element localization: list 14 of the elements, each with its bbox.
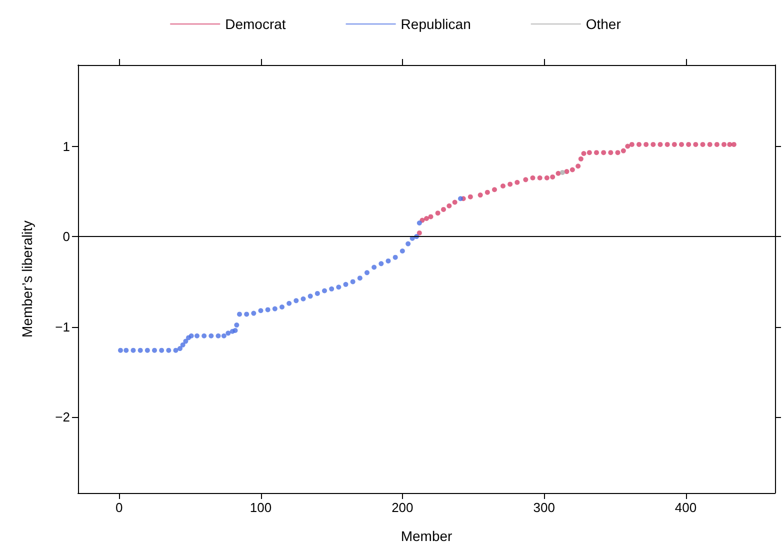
- x-tick-label: 100: [250, 500, 272, 515]
- x-tick-label: 400: [674, 500, 697, 515]
- legend-label: Republican: [400, 16, 471, 32]
- y-tick-label: 1: [62, 138, 70, 154]
- y-tick-label: −2: [55, 410, 70, 425]
- x-tick-label: 200: [392, 500, 414, 515]
- y-tick-label: −1: [55, 319, 70, 334]
- y-tick-label: 0: [62, 229, 70, 244]
- x-axis-title: Member: [400, 528, 453, 544]
- y-axis-title: Member’s liberality: [19, 220, 35, 338]
- x-tick-label: 300: [533, 500, 555, 515]
- x-tick-label: 0: [115, 500, 123, 515]
- legend-label: Other: [586, 16, 622, 32]
- legend-label: Democrat: [225, 16, 286, 32]
